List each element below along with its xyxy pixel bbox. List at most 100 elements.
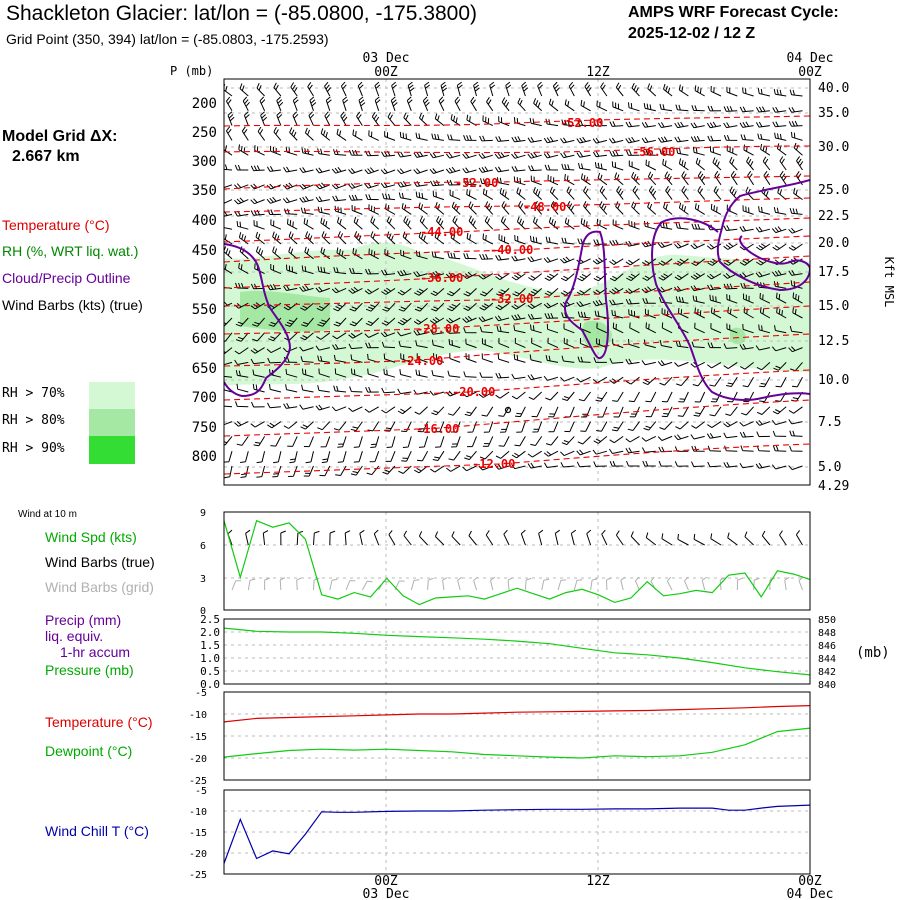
wind-barb xyxy=(628,338,640,349)
wind-barb xyxy=(235,317,249,327)
wind-barb xyxy=(693,406,706,417)
wind-barb xyxy=(777,187,787,200)
wind-barb xyxy=(272,231,282,245)
wind-barb xyxy=(628,391,640,403)
wind-barb xyxy=(497,353,510,363)
wind-barb xyxy=(354,231,363,245)
page-title: Shackleton Glacier: lat/lon = (-85.0800,… xyxy=(6,2,478,25)
wind-barb xyxy=(486,97,494,112)
wind-barb xyxy=(788,227,803,234)
pressure-y-tick: 850 xyxy=(818,615,836,626)
wind-barb xyxy=(548,406,559,418)
grid-wind-barb xyxy=(247,578,256,591)
wind-barb xyxy=(560,450,575,457)
wind-barb xyxy=(530,235,542,245)
wind-barb xyxy=(726,323,738,334)
pressure-tick: 500 xyxy=(192,272,217,288)
pressure-tick: 650 xyxy=(192,361,217,377)
wind-barb xyxy=(546,323,559,334)
wind-barb xyxy=(612,322,624,334)
wind-barb xyxy=(674,461,689,467)
wind-barb xyxy=(256,82,265,97)
height-tick: 5.0 xyxy=(818,460,841,475)
wind-barb xyxy=(710,533,722,546)
cloud-outline-right xyxy=(651,179,810,401)
chill-y-tick: -15 xyxy=(189,828,207,839)
wind-barb xyxy=(253,436,266,447)
pressure-y-tick: 840 xyxy=(818,680,836,691)
wind-barb xyxy=(648,185,657,200)
wind-barb xyxy=(250,183,265,190)
wind-barb xyxy=(657,136,673,143)
wind-barb xyxy=(397,151,412,158)
rh90-swatch xyxy=(89,436,135,464)
wind-barb xyxy=(759,307,771,319)
wind-barb xyxy=(482,115,494,127)
pressure-axis-label: P (mb) xyxy=(170,64,213,78)
wind-barb xyxy=(464,406,477,417)
wind-barb xyxy=(614,172,624,186)
wind-barb xyxy=(674,361,689,367)
wind-barb xyxy=(513,117,526,127)
height-tick: 4.29 xyxy=(818,479,849,494)
grid-wind-barb xyxy=(442,577,448,591)
upper-wind-barbs xyxy=(224,81,804,479)
wind-barb xyxy=(301,265,314,275)
wind-barb xyxy=(332,332,347,340)
wind-barb xyxy=(775,376,787,388)
wind-barb xyxy=(545,236,559,245)
wind-barb xyxy=(482,233,494,245)
wind-barb xyxy=(407,81,415,97)
wind-barb xyxy=(739,258,754,266)
wind-barb xyxy=(741,406,754,416)
wind-barb xyxy=(568,81,575,97)
wind-barb xyxy=(577,311,591,319)
wind-barb xyxy=(367,368,379,378)
wind-barb xyxy=(381,287,396,295)
temperature-label: Temperature (°C) xyxy=(45,714,153,730)
top-time-label: 12Z xyxy=(586,65,610,80)
cloud-outline-middle xyxy=(564,230,609,360)
grid-wind-barb xyxy=(753,577,760,591)
pressure-tick: 750 xyxy=(192,420,217,436)
wind-barb xyxy=(521,81,529,97)
wind-barb xyxy=(282,197,298,204)
isotherm xyxy=(224,235,810,263)
wind-barb xyxy=(791,376,803,388)
wind-barb xyxy=(755,121,770,128)
wind-barb xyxy=(626,460,640,467)
wind-barb xyxy=(315,196,330,203)
wind-barb xyxy=(224,210,233,217)
chill-gridlines xyxy=(224,790,810,874)
wind-barb xyxy=(657,242,673,248)
pressure-tick: 700 xyxy=(192,390,217,406)
wind-barb xyxy=(317,385,330,393)
wind-barb xyxy=(451,436,461,448)
wind-barb xyxy=(625,435,640,443)
wind-barb xyxy=(691,341,705,349)
wind-barb xyxy=(597,172,608,186)
wind-barb xyxy=(466,232,477,245)
wind-barb xyxy=(580,218,591,230)
wind-barb xyxy=(473,81,480,97)
wind-barb xyxy=(564,406,575,418)
wind-barb xyxy=(337,436,347,448)
wind-barb xyxy=(692,146,705,156)
wind-barb xyxy=(611,421,624,432)
wind-barb xyxy=(659,103,673,112)
wind-barb xyxy=(380,168,396,175)
chill-y-tick: -25 xyxy=(189,870,207,881)
wind-barb xyxy=(324,111,331,126)
wind-barb xyxy=(272,246,282,260)
wind-barb xyxy=(342,96,349,111)
wind-speed-series xyxy=(224,519,810,606)
wind-barb xyxy=(578,391,592,402)
wind-barb xyxy=(224,405,233,408)
wind-barb xyxy=(415,191,428,201)
wind-barb xyxy=(723,242,738,250)
wind-barb xyxy=(267,209,281,215)
wind-barb xyxy=(236,220,249,230)
wind-barb xyxy=(479,288,494,297)
wind-barb xyxy=(419,215,428,230)
wind-barb xyxy=(352,129,363,141)
